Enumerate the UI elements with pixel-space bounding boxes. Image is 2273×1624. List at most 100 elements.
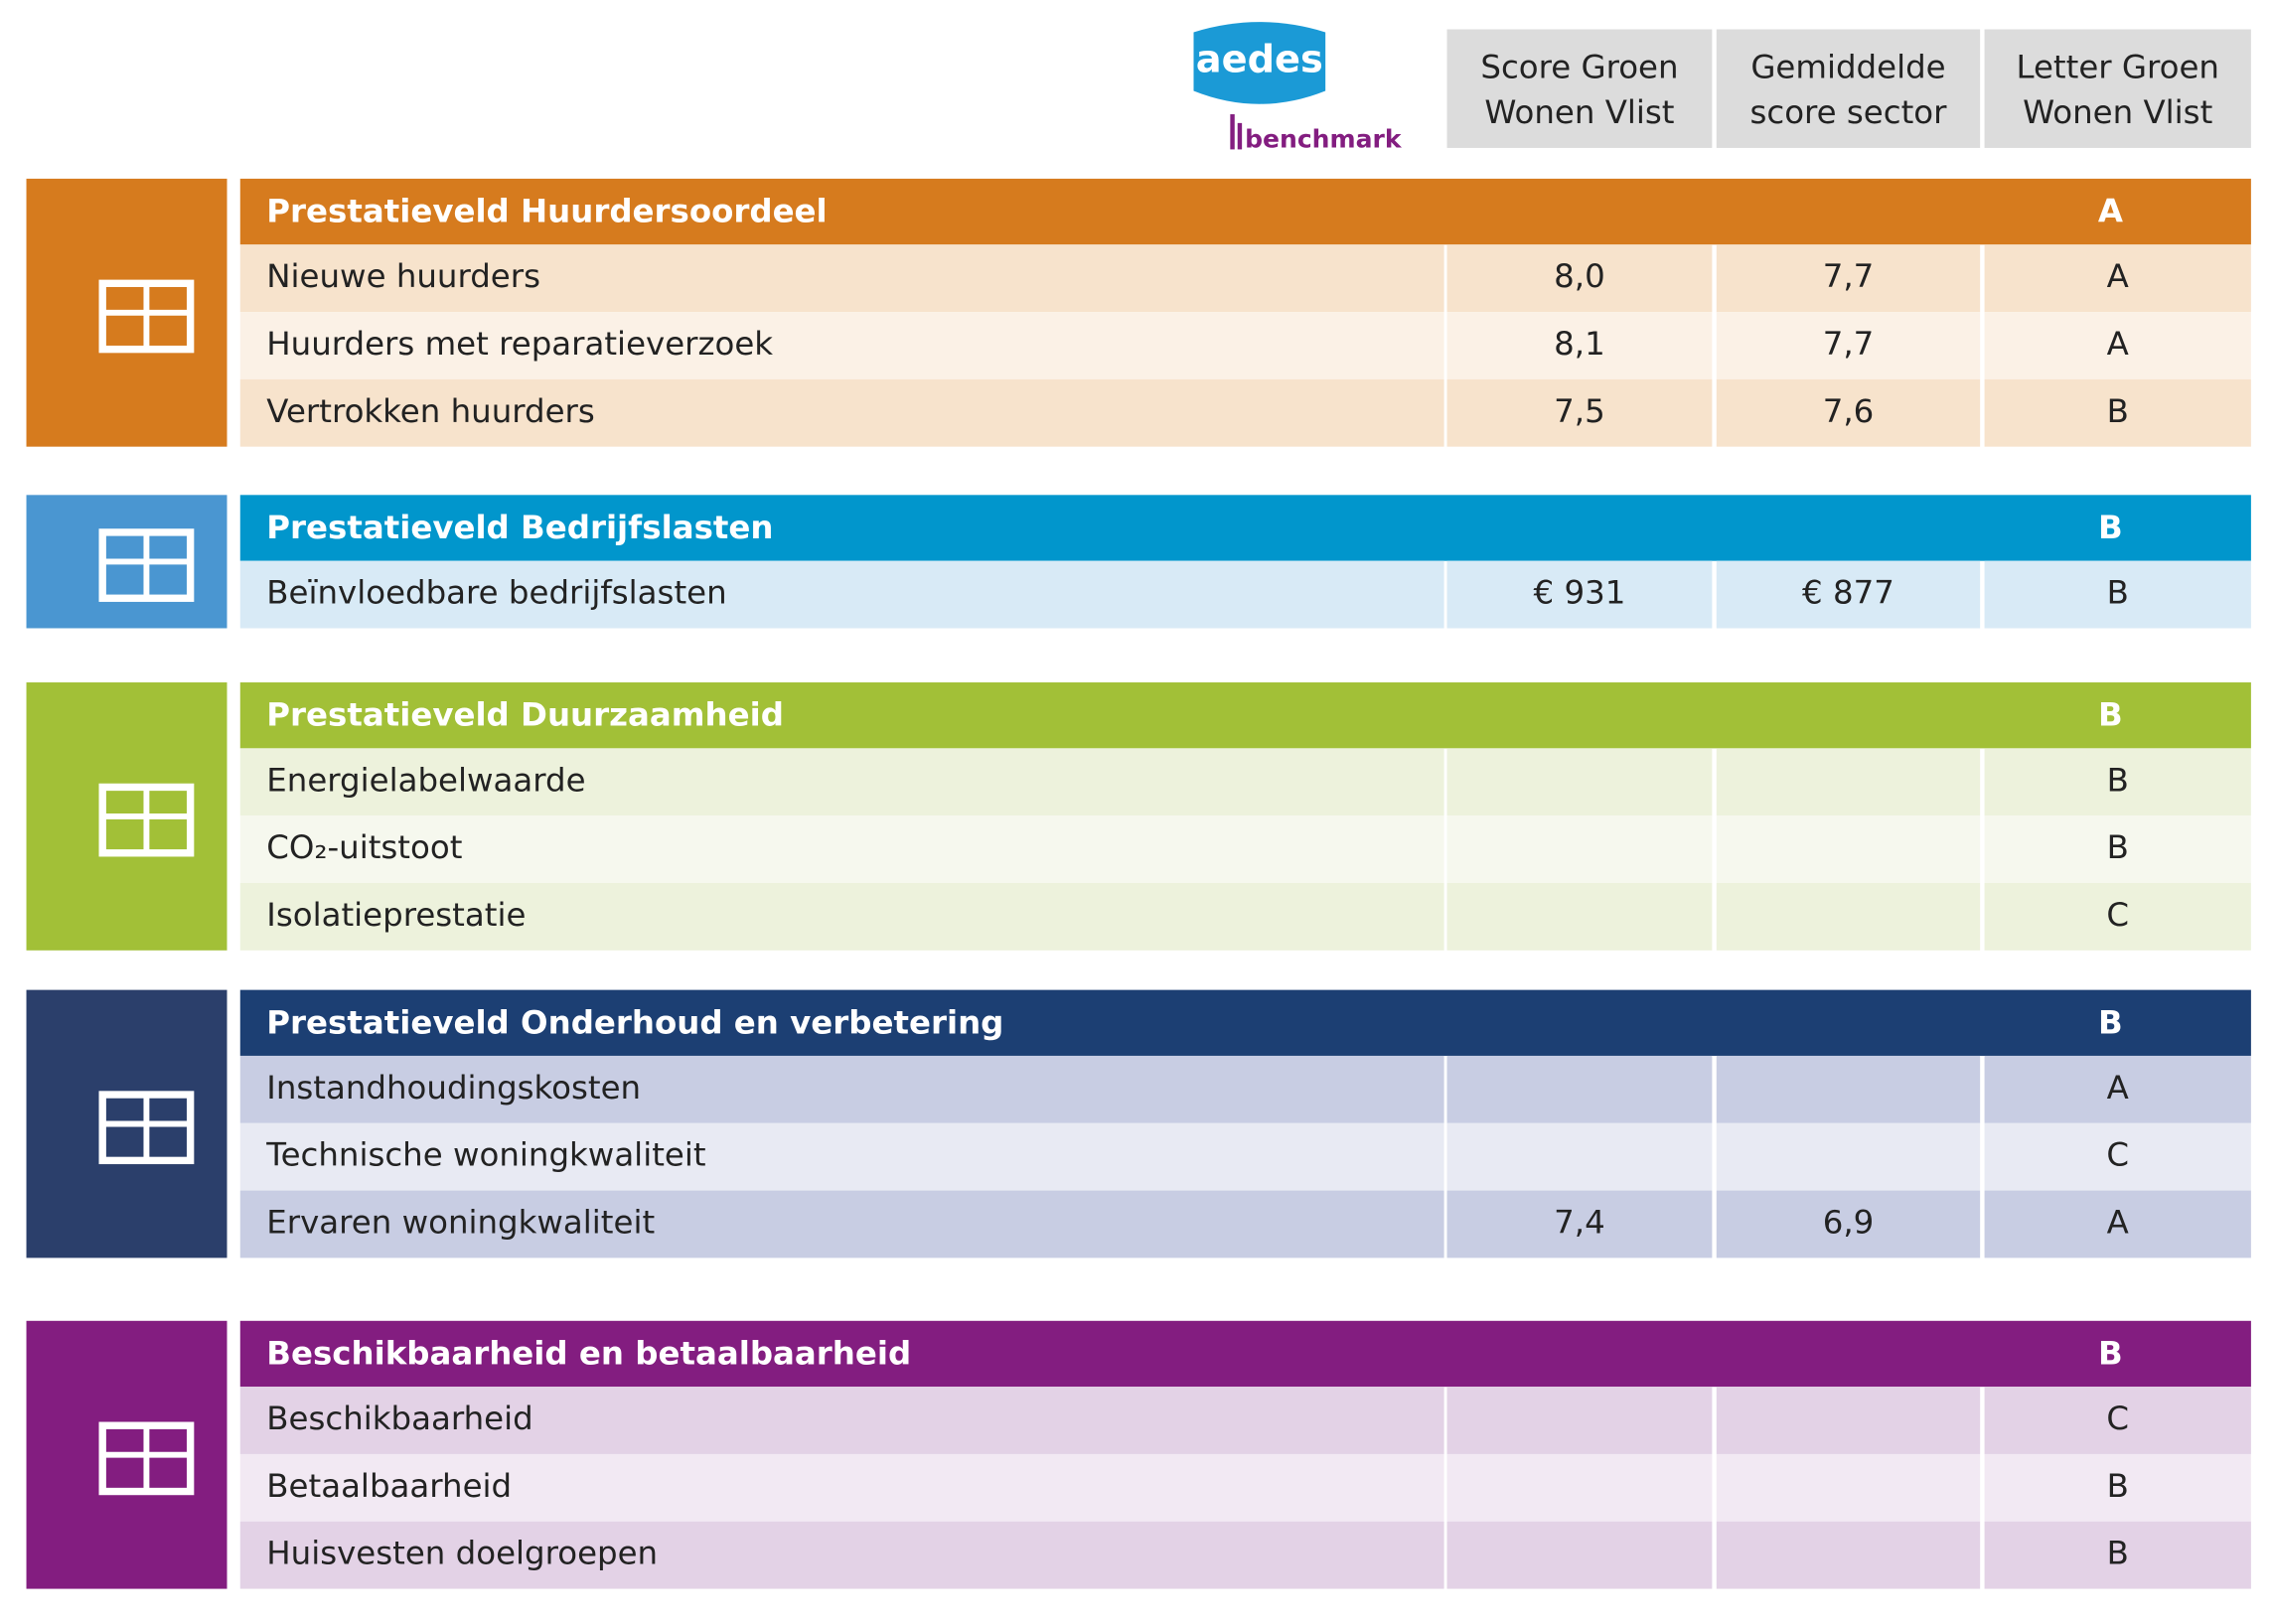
row-cell [1716,1521,1981,1589]
row-cell [1446,883,1713,951]
row-cell [239,1387,1444,1454]
row-value: B [2107,392,2129,430]
row-value: B [2107,1535,2129,1572]
row-value: € 877 [1802,574,1894,612]
row-value: B [2107,1467,2129,1505]
section-title: Prestatieveld Duurzaamheid [266,696,784,734]
row-cell [1716,1122,1981,1191]
section-letter: B [2098,1003,2123,1041]
row-value: B [2107,761,2129,799]
section-title: Beschikbaarheid en betaalbaarheid [266,1334,911,1372]
row-cell [239,560,1444,629]
logo-brand: aedes [1196,37,1323,81]
row-value: 8,1 [1554,325,1605,363]
section-header [239,178,2251,245]
row-cell [239,1122,1444,1191]
row-cell [1984,815,2251,883]
row-value: 7,5 [1554,392,1605,430]
row-label: Technische woningkwaliteit [265,1136,705,1174]
column-header [1716,29,1981,148]
section-letter: B [2098,509,2123,546]
row-label: Isolatieprestatie [266,896,526,934]
row-cell [1716,1055,1981,1123]
row-cell [239,883,1444,951]
row-value: A [2107,257,2129,295]
column-header [1984,29,2251,148]
row-cell [239,1190,1444,1258]
row-cell [239,312,1444,379]
row-value: A [2107,1203,2129,1241]
row-value: € 931 [1534,574,1626,612]
row-cell [1984,748,2251,816]
row-cell [1984,1521,2251,1589]
row-value: 7,7 [1823,325,1875,363]
row-cell [239,244,1444,313]
row-cell [1716,378,1981,447]
row-value: B [2107,828,2129,866]
column-header-text: score sector [1749,93,1947,131]
row-cell [1716,1190,1981,1258]
row-value: B [2107,574,2129,612]
row-cell [1984,560,2251,629]
row-cell [239,1453,1444,1522]
column-header-text: Wonen Vlist [2023,93,2212,131]
section-letter: B [2098,696,2123,734]
row-cell [1984,1122,2251,1191]
row-cell [1716,1453,1981,1522]
logo: aedes benchmark [1193,22,1403,154]
section-header [239,495,2251,561]
row-label: Vertrokken huurders [266,392,594,430]
section-title: Prestatieveld Bedrijfslasten [266,509,773,546]
row-label: Instandhoudingskosten [266,1069,641,1107]
row-value: C [2106,1136,2129,1174]
row-label: Ervaren woningkwaliteit [266,1203,655,1241]
row-cell [239,748,1444,816]
row-cell [239,815,1444,883]
row-cell [1716,1387,1981,1454]
logo-sub: benchmark [1245,125,1403,154]
column-header-text: Gemiddelde [1750,48,1945,85]
section-letter: B [2098,1334,2123,1372]
row-cell [1446,1122,1713,1191]
row-cell [1716,748,1981,816]
row-cell [1446,1055,1713,1123]
row-cell [1446,1387,1713,1454]
row-cell [1446,1453,1713,1522]
logo-shape [1193,22,1326,104]
section-title: Prestatieveld Onderhoud en verbetering [266,1003,1003,1041]
row-value: 6,9 [1823,1203,1875,1241]
row-cell [1446,312,1713,379]
column-header-text: Letter Groen [2016,48,2219,85]
section-header [239,989,2251,1056]
row-value: C [2106,1400,2129,1437]
row-cell [1984,1190,2251,1258]
row-cell [1446,1190,1713,1258]
row-label: Energielabelwaarde [266,761,585,799]
column-header [1446,29,1713,148]
row-cell [1984,244,2251,313]
row-value: 7,6 [1823,392,1875,430]
row-cell [1984,883,2251,951]
row-cell [1984,1453,2251,1522]
row-label: Nieuwe huurders [266,257,540,295]
row-label: Huisvesten doelgroepen [266,1535,658,1572]
row-cell [1984,378,2251,447]
row-value: C [2106,896,2129,934]
section-title: Prestatieveld Huurdersoordeel [266,193,827,230]
row-cell [1984,1055,2251,1123]
logo-bar [1230,114,1235,150]
row-value: 8,0 [1554,257,1605,295]
logo-bar [1237,122,1243,150]
row-label: CO₂-uitstoot [266,828,462,866]
section-header [239,1320,2251,1388]
section-letter: A [2098,193,2123,230]
column-header-text: Wonen Vlist [1484,93,1674,131]
row-value: A [2107,1069,2129,1107]
row-cell [1716,815,1981,883]
row-cell [239,378,1444,447]
row-value: 7,7 [1823,257,1875,295]
row-cell [239,1521,1444,1589]
row-cell [1716,560,1981,629]
row-cell [1446,378,1713,447]
